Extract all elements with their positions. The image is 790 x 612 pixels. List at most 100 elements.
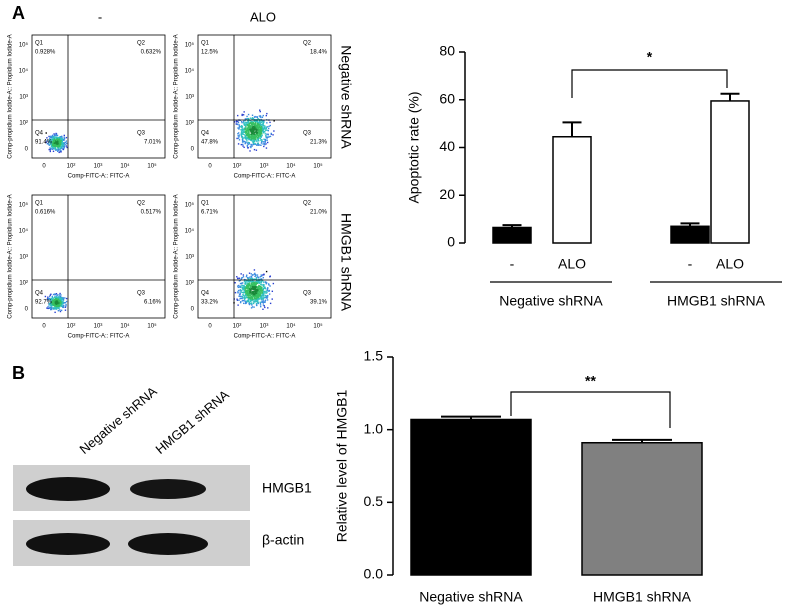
event-dot [269,276,271,278]
event-dot [46,137,48,139]
event-dot [268,293,271,295]
event-dot [243,297,245,299]
event-dot [244,302,247,305]
event-dot [257,121,259,124]
event-dot [249,280,251,282]
event-dot [243,140,246,143]
event-dot [247,296,249,299]
event-dot [257,140,260,142]
event-dot [253,290,256,293]
event-dot [236,114,239,117]
event-dot [56,306,58,308]
event-dot [62,306,64,309]
event-dot [48,141,50,143]
event-dot [256,132,258,134]
event-dot [264,300,266,302]
event-dot [50,147,52,150]
event-dot [252,131,254,133]
event-dot [244,141,247,144]
event-dot [253,299,255,301]
event-dot [251,280,254,282]
event-dot [256,134,258,137]
significance-bracket [510,391,671,428]
event-dot [257,280,260,283]
band-label: HMGB1 [262,480,312,496]
event-dot [47,143,50,145]
y-tick-label: 80 [439,43,455,59]
event-dot [54,306,56,309]
x-tick-label: 10⁵ [313,163,323,170]
event-dot [60,149,62,152]
event-dot [262,122,264,125]
event-dot [256,139,258,141]
event-dot [50,297,53,300]
event-dot [243,287,246,290]
event-dot [247,122,249,125]
event-dot [45,132,47,134]
quadrant-name: Q3 [137,291,146,297]
event-dot [256,292,259,294]
event-dot [268,290,270,293]
event-dot [235,120,238,122]
event-dot [254,137,256,139]
event-dot [55,306,57,308]
event-dot [262,298,264,301]
event-dot [49,149,52,151]
quadrant-percentage: 18.4% [310,50,328,56]
event-dot [245,286,247,288]
event-dot [259,305,262,308]
event-dot [248,298,250,301]
event-dot [259,110,261,113]
event-dot [246,132,248,135]
event-dot [269,121,271,124]
event-dot [256,280,259,283]
event-dot [57,304,59,306]
event-dot [56,299,59,301]
event-dot [267,289,269,292]
event-dot [53,136,55,138]
event-dot [63,136,65,138]
event-dot [55,298,57,301]
event-dot [258,284,260,287]
event-dot [50,144,53,146]
event-dot [263,126,266,129]
event-dot [58,144,61,146]
event-dot [254,140,256,143]
event-dot [249,276,251,278]
event-dot [242,133,244,135]
quadrant-percentage: 21.0% [310,210,328,216]
y-tick-label: 10⁵ [19,202,29,209]
x-tick-label: 10³ [260,164,269,170]
event-dot [248,125,250,128]
quadrant-name: Q4 [201,291,210,297]
event-dot [48,303,51,306]
event-dot [61,303,63,306]
event-dot [240,133,243,135]
event-dot [60,305,63,307]
event-dot [243,280,246,282]
event-dot [58,138,60,140]
row-label: HMGB1 shRNA [338,213,354,312]
event-dot [56,134,59,137]
event-dot [260,298,263,301]
event-dot [254,299,257,301]
event-dot [256,127,259,129]
event-dot [266,137,268,139]
event-dot [242,137,244,139]
event-dot [273,120,275,122]
bar [670,225,710,244]
event-dot [254,134,257,136]
event-dot [252,125,255,127]
event-dot [255,125,258,128]
event-dot [261,289,264,291]
event-dot [250,273,253,275]
event-dot [251,297,253,300]
event-dot [56,138,59,141]
event-dot [256,287,259,290]
event-dot [253,273,256,275]
event-dot [249,136,251,139]
event-dot [256,140,258,143]
event-dot [55,308,58,310]
event-dot [247,143,249,146]
event-dot [259,302,262,305]
